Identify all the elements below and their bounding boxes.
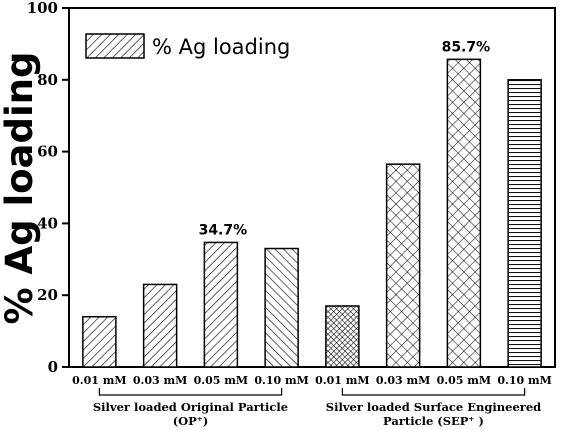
data-label: 85.7% xyxy=(442,39,491,55)
legend-label: % Ag loading xyxy=(152,35,290,59)
group-bracket xyxy=(341,388,526,396)
y-tick-label: 80 xyxy=(37,71,58,89)
x-tick-label: 0.10 mM xyxy=(254,374,308,387)
bar xyxy=(82,315,117,368)
bars xyxy=(82,58,542,368)
bar xyxy=(325,305,360,368)
x-tick-label: 0.05 mM xyxy=(437,374,491,387)
bar xyxy=(507,79,542,368)
bar xyxy=(385,163,421,368)
plot-frame xyxy=(68,7,556,368)
y-axis: 0 20 40 60 80 100 xyxy=(27,0,69,376)
bar xyxy=(203,241,239,368)
bar xyxy=(142,283,178,368)
x-tick-label: 0.10 mM xyxy=(497,374,551,387)
group-label: Silver loaded Surface Engineered xyxy=(326,400,541,414)
x-tick-label: 0.05 mM xyxy=(194,374,248,387)
bar xyxy=(264,247,299,368)
y-tick-label: 20 xyxy=(37,286,58,304)
x-tick-label: 0.03 mM xyxy=(376,374,430,387)
group-label: Particle (SEP⁺ ) xyxy=(383,414,484,428)
x-tick-label: 0.01 mM xyxy=(72,374,126,387)
y-tick-label: 40 xyxy=(37,214,58,232)
x-tick-label: 0.01 mM xyxy=(315,374,369,387)
group-bracket xyxy=(98,388,283,396)
x-axis: 0.01 mM 0.03 mM 0.05 mM 0.10 mM 0.01 mM 0.03 … xyxy=(72,374,552,428)
legend: % Ag loading xyxy=(85,33,290,59)
legend-swatch xyxy=(85,33,145,59)
group-label: (OP⁺) xyxy=(173,414,209,428)
y-tick-label: 60 xyxy=(37,143,58,161)
data-label: 34.7% xyxy=(199,222,248,238)
x-tick-label: 0.03 mM xyxy=(133,374,187,387)
y-axis-label: % Ag loading xyxy=(0,51,41,324)
y-tick-label: 0 xyxy=(48,358,58,376)
bar xyxy=(446,58,482,368)
group-label: Silver loaded Original Particle xyxy=(93,400,288,414)
annotations: 34.7% 85.7% xyxy=(199,39,491,238)
y-tick-label: 100 xyxy=(27,0,58,17)
